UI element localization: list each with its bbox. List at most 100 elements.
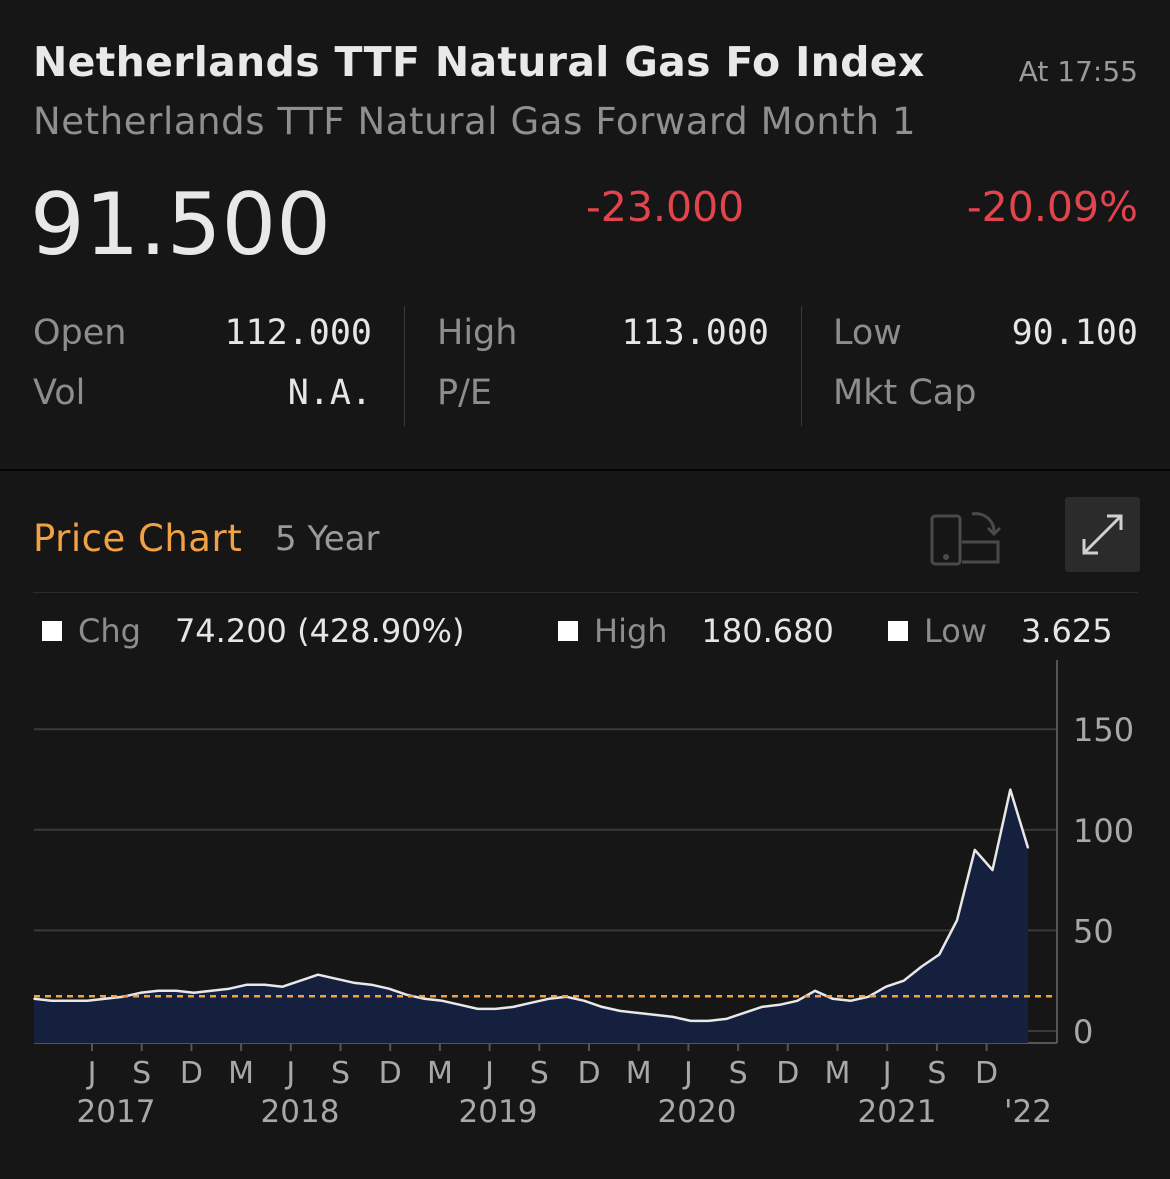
stats-divider (404, 306, 405, 426)
data-point (814, 989, 816, 992)
data-point (512, 1006, 515, 1008)
timestamp: At 17:55 (1018, 55, 1138, 88)
data-point (796, 1000, 799, 1002)
price-chart-title: Price Chart (33, 517, 243, 560)
section-divider (0, 469, 1170, 471)
data-point (849, 1000, 852, 1002)
data-point (476, 1008, 479, 1010)
data-point (192, 991, 195, 994)
price-change-percent: -20.09% (966, 183, 1138, 231)
chart-range[interactable]: 5 Year (275, 519, 380, 559)
data-point (707, 1020, 710, 1022)
x-month-label: S (132, 1056, 151, 1091)
x-month-label: D (975, 1056, 998, 1091)
chart-top-divider (33, 592, 1138, 593)
data-point (86, 1000, 89, 1002)
stat-vol-label: Vol (33, 373, 86, 413)
last-price: 91.500 (30, 175, 331, 275)
x-year-label: 2018 (261, 1094, 340, 1130)
data-point (68, 1000, 71, 1002)
x-month-label: S (927, 1056, 946, 1091)
x-year-label: 2021 (858, 1094, 937, 1130)
legend-low-label: Low (924, 612, 988, 650)
data-point (317, 973, 319, 976)
data-point (405, 993, 408, 996)
data-point (423, 998, 426, 1000)
x-month-label: J (86, 1056, 97, 1091)
x-year-label: 2020 (658, 1094, 737, 1130)
data-point (246, 983, 248, 986)
data-point (459, 1004, 461, 1006)
x-month-label: M (228, 1056, 254, 1091)
stats-divider (801, 306, 802, 426)
price-change: -23.000 (586, 183, 745, 231)
y-tick-label: 150 (1073, 711, 1134, 749)
data-point (867, 995, 870, 998)
area-fill (34, 789, 1028, 1043)
x-month-label: J (682, 1056, 693, 1091)
data-point (157, 989, 160, 992)
x-year-label: 2019 (459, 1094, 538, 1130)
stat-low-value: 90.100 (1011, 313, 1138, 353)
x-month-label: S (729, 1056, 748, 1091)
x-month-label: S (331, 1056, 350, 1091)
data-point (831, 998, 834, 1000)
data-point (672, 1016, 674, 1018)
x-year-label: 2017 (77, 1094, 156, 1130)
index-subtitle: Netherlands TTF Natural Gas Forward Mont… (33, 100, 917, 143)
data-point (210, 989, 213, 992)
x-month-label: D (180, 1056, 203, 1091)
data-point (618, 1010, 621, 1012)
data-point (547, 998, 550, 1000)
data-point (441, 1000, 444, 1002)
data-point (388, 987, 390, 990)
data-point (991, 869, 994, 871)
data-point (281, 985, 284, 988)
legend-chg-value: 74.200 (428.90%) (174, 612, 465, 650)
legend-chg: Chg 74.200 (428.90%) (42, 612, 464, 650)
data-point (139, 991, 142, 994)
x-month-label: D (379, 1056, 402, 1091)
data-point (654, 1014, 657, 1016)
y-tick-label: 50 (1073, 912, 1114, 950)
data-point (121, 995, 124, 998)
index-title: Netherlands TTF Natural Gas Fo Index (33, 38, 925, 86)
x-month-label: J (284, 1056, 295, 1091)
x-month-label: S (530, 1056, 549, 1091)
data-point (175, 989, 177, 992)
stat-pe-label: P/E (437, 373, 493, 413)
data-point (956, 919, 958, 922)
stat-high-label: High (437, 313, 518, 353)
data-point (743, 1012, 745, 1014)
rotate-device-icon[interactable] (928, 508, 1004, 568)
x-month-label: M (825, 1056, 851, 1091)
data-point (530, 1002, 532, 1004)
x-month-label: D (776, 1056, 799, 1091)
data-point (104, 998, 106, 1000)
stat-open-value: 112.000 (224, 313, 372, 353)
x-month-label: D (577, 1056, 600, 1091)
data-point (938, 953, 941, 956)
data-point (370, 983, 373, 986)
stat-open-label: Open (33, 313, 127, 353)
data-point (601, 1006, 603, 1008)
y-tick-label: 0 (1073, 1013, 1093, 1051)
x-month-label: M (427, 1056, 453, 1091)
x-month-label: J (881, 1056, 892, 1091)
legend-low: Low 3.625 (888, 612, 1113, 650)
data-point (50, 1000, 53, 1002)
expand-button[interactable] (1065, 497, 1140, 572)
data-point (1027, 847, 1029, 849)
legend-high-label: High (594, 612, 668, 650)
data-point (885, 985, 887, 988)
legend-chg-label: Chg (78, 612, 141, 650)
data-point (778, 1004, 781, 1006)
legend-high-value: 180.680 (701, 612, 834, 650)
data-point (920, 965, 923, 968)
data-point (494, 1008, 497, 1010)
y-tick-label: 100 (1073, 812, 1134, 850)
data-point (725, 1018, 728, 1020)
price-line (33, 788, 1030, 1023)
x-month-label: J (483, 1056, 494, 1091)
data-point (228, 987, 231, 990)
